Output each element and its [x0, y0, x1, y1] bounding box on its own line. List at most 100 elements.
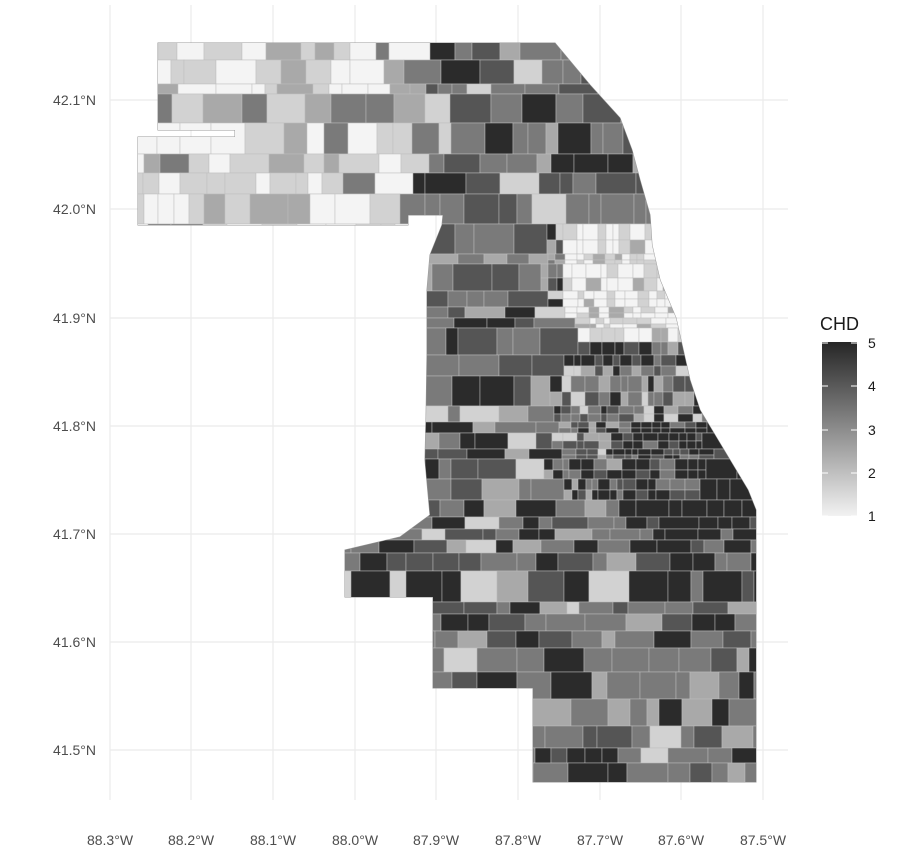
census-tract [651, 427, 662, 434]
census-tract [224, 172, 257, 195]
census-tract [413, 671, 433, 700]
census-tract [639, 528, 654, 541]
census-tract [564, 259, 578, 265]
census-tract [666, 122, 698, 155]
census-tract [582, 223, 599, 241]
census-tract [334, 193, 371, 225]
census-tract [605, 499, 620, 518]
census-tract [278, 306, 302, 319]
census-tract [438, 458, 452, 480]
census-tract [752, 725, 756, 749]
census-tract [404, 327, 447, 356]
lat-label: 41.9°N [53, 310, 96, 326]
census-tract [151, 671, 165, 700]
census-tract [622, 317, 638, 325]
census-tract [531, 193, 567, 225]
census-tract [598, 440, 612, 450]
census-tract [365, 448, 408, 460]
census-tract [617, 263, 634, 279]
census-tract [580, 59, 614, 85]
census-tract [544, 725, 584, 749]
census-tract [577, 478, 587, 491]
census-tract [518, 263, 542, 292]
census-tract [701, 432, 738, 450]
census-tract [723, 539, 752, 554]
census-tract [675, 365, 690, 377]
census-tract [189, 421, 230, 434]
census-tract [342, 647, 370, 673]
census-tract [138, 375, 145, 407]
census-tract [586, 448, 599, 456]
census-tract [527, 570, 565, 603]
census-tract [692, 413, 703, 423]
census-tract [672, 375, 686, 393]
census-tract [685, 290, 697, 300]
census-tract [702, 570, 743, 603]
census-tract [690, 570, 704, 603]
census-tract [612, 239, 620, 255]
census-tract [598, 306, 610, 314]
census-tract [276, 83, 314, 95]
census-tract [591, 671, 608, 700]
census-tract [391, 432, 424, 450]
census-tract [138, 552, 167, 572]
census-tract [412, 375, 453, 407]
census-tract [656, 43, 697, 61]
census-tract [562, 298, 579, 308]
census-tract [228, 421, 263, 434]
census-tract [551, 440, 564, 450]
census-tract [302, 327, 340, 356]
census-tract [183, 671, 224, 700]
census-tract [562, 59, 582, 85]
census-tract [179, 172, 208, 195]
census-tract [675, 306, 691, 314]
census-tract [561, 375, 572, 393]
census-tract [597, 83, 630, 95]
census-tract [194, 539, 233, 554]
census-tract [623, 341, 640, 356]
census-tract [688, 365, 703, 377]
census-tract [245, 516, 262, 530]
census-tract [614, 290, 626, 300]
census-tract [265, 354, 285, 377]
census-tract [399, 290, 425, 308]
census-tract [445, 327, 459, 356]
census-tract [570, 391, 586, 407]
census-tract [578, 601, 614, 615]
census-tract [555, 93, 584, 124]
census-tract [623, 306, 634, 314]
census-tract [221, 354, 240, 377]
census-tract [138, 421, 144, 434]
census-tract [724, 172, 745, 195]
census-tract [638, 327, 653, 343]
census-tract [677, 277, 691, 292]
census-tract [535, 552, 559, 572]
census-tract [691, 223, 700, 241]
census-tract [550, 153, 575, 174]
census-tract [657, 153, 697, 174]
census-tract [632, 306, 642, 314]
census-tract [680, 725, 695, 749]
census-tract [589, 317, 597, 325]
census-tract [299, 290, 318, 308]
census-tract [439, 193, 465, 225]
census-tract [588, 427, 597, 434]
census-tract [576, 432, 585, 442]
census-tract [584, 747, 603, 764]
census-tract [699, 375, 717, 407]
census-tract [513, 59, 543, 85]
census-tract [405, 552, 434, 572]
census-tract [275, 290, 301, 308]
census-tract [653, 365, 662, 377]
census-tract [560, 413, 572, 423]
census-tract [464, 725, 483, 749]
census-tract [334, 253, 373, 265]
census-tract [219, 499, 254, 518]
census-tract [149, 263, 190, 292]
census-tract [171, 647, 200, 673]
census-tract [383, 421, 410, 434]
census-tract [412, 172, 426, 195]
census-tract [609, 489, 618, 501]
census-tract [169, 613, 191, 632]
census-tract [460, 570, 498, 603]
